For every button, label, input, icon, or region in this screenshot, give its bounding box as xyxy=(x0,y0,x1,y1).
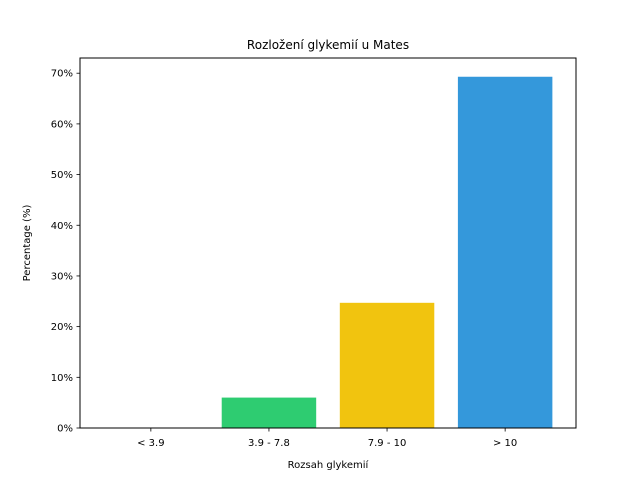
bars-group xyxy=(221,76,553,428)
x-tick-label: 7.9 - 10 xyxy=(368,438,407,449)
y-tick-label: 60% xyxy=(51,119,73,130)
plot-frame xyxy=(79,57,577,429)
y-tick-label: 10% xyxy=(51,373,73,384)
y-tick-label: 20% xyxy=(51,322,73,333)
y-tick-label: 30% xyxy=(51,271,73,282)
y-tick-label: 70% xyxy=(51,69,73,80)
x-tick-label: < 3.9 xyxy=(137,438,164,449)
x-tick-label: 3.9 - 7.8 xyxy=(248,438,290,449)
x-tick-label: > 10 xyxy=(493,438,517,449)
x-axis-ticks: < 3.9 3.9 - 7.8 7.9 - 10 > 10 xyxy=(137,428,517,449)
y-tick-label: 0% xyxy=(57,424,73,435)
y-axis-title: Percentage (%) xyxy=(22,205,33,282)
bar-2 xyxy=(221,397,317,428)
bar-4 xyxy=(457,76,553,428)
y-tick-label: 50% xyxy=(51,170,73,181)
bar-3 xyxy=(339,302,435,428)
chart-title: Rozložení glykemií u Mates xyxy=(247,38,409,52)
y-tick-label: 40% xyxy=(51,221,73,232)
x-axis-title: Rozsah glykemií xyxy=(288,459,370,471)
y-axis-ticks: 0% 10% 20% 30% 40% 50% 60% 70% xyxy=(51,69,80,435)
